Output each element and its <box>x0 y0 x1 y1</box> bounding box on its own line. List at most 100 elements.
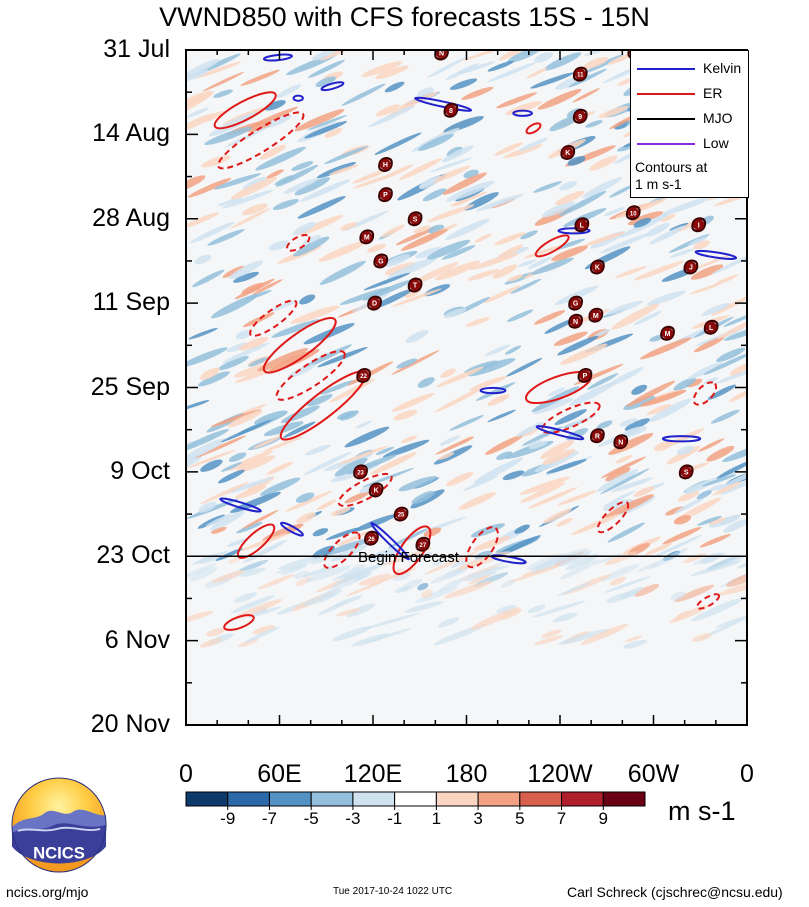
anomaly-streak <box>384 81 405 93</box>
colorbar-swatch <box>477 791 521 807</box>
storm-marker: P <box>378 187 393 203</box>
legend-item-kelvin: Kelvin <box>635 59 745 79</box>
anomaly-streak <box>211 570 245 583</box>
anomaly-streak <box>421 589 433 599</box>
anomaly-streak <box>609 576 626 586</box>
er-contour-positive <box>262 317 337 374</box>
anomaly-streak <box>646 290 686 306</box>
er-contour-positive <box>525 122 542 135</box>
anomaly-streak <box>572 88 600 103</box>
anomaly-streak <box>558 190 607 217</box>
anomaly-streak <box>417 87 434 98</box>
anomaly-streak <box>510 278 542 294</box>
storm-label: K <box>595 265 600 272</box>
anomaly-streak <box>296 512 316 524</box>
anomaly-streak <box>363 272 411 291</box>
anomaly-streak <box>444 218 491 241</box>
storm-swirl <box>367 295 382 311</box>
anomaly-streak <box>307 394 333 407</box>
storm-label: 25 <box>398 513 405 519</box>
anomaly-streak <box>676 445 695 455</box>
anomaly-streak <box>187 107 209 118</box>
anomaly-streak <box>266 169 284 179</box>
storm-marker: G <box>373 253 389 269</box>
anomaly-streak <box>336 608 361 617</box>
anomaly-streak <box>599 563 640 582</box>
anomaly-streak <box>476 193 524 212</box>
storm-marker: H <box>378 157 393 172</box>
colorbar-tick-label: -9 <box>220 809 236 828</box>
anomaly-streak <box>496 451 513 460</box>
storm-label: K <box>565 150 570 157</box>
storm-dot <box>627 207 639 219</box>
anomaly-streak <box>358 573 392 586</box>
anomaly-streak <box>706 445 735 462</box>
anomaly-streak <box>483 285 521 303</box>
storm-marker: N <box>434 50 449 61</box>
anomaly-streak <box>624 418 651 431</box>
anomaly-streak <box>569 382 615 406</box>
anomaly-streak <box>209 510 245 531</box>
anomaly-streak <box>597 469 639 492</box>
anomaly-streak <box>441 145 474 163</box>
storm-marker: N <box>568 313 583 329</box>
anomaly-streak <box>521 426 563 446</box>
anomaly-streak <box>235 329 253 340</box>
storm-dot <box>591 430 603 442</box>
anomaly-streak <box>213 89 233 98</box>
anomaly-streak <box>241 282 264 295</box>
anomaly-streak <box>239 559 269 572</box>
anomaly-streak <box>361 61 403 77</box>
footer-url: ncics.org/mjo <box>6 884 89 900</box>
colorbar-swatch <box>561 791 604 807</box>
storm-swirl <box>364 530 379 546</box>
anomaly-streak <box>329 378 376 403</box>
anomaly-streak <box>514 524 530 534</box>
anomaly-streak <box>205 513 232 527</box>
anomaly-streak <box>593 328 611 338</box>
anomaly-streak <box>186 611 214 624</box>
anomaly-streak <box>210 294 259 319</box>
anomaly-streak <box>716 347 746 362</box>
anomaly-streak <box>354 514 397 532</box>
anomaly-streak <box>257 574 295 590</box>
anomaly-streak <box>297 196 346 219</box>
anomaly-streak <box>673 377 696 391</box>
anomaly-streak <box>336 531 369 547</box>
anomaly-streak <box>692 633 712 642</box>
anomaly-streak <box>605 467 631 482</box>
legend-swatch-kelvin <box>637 68 695 70</box>
kelvin-contour <box>370 522 410 561</box>
anomaly-streak <box>368 105 415 128</box>
storm-swirl <box>560 145 576 160</box>
anomaly-streak <box>312 545 335 559</box>
storm-marker: S <box>407 211 423 227</box>
storm-dot <box>615 436 627 448</box>
anomaly-streak <box>355 420 373 429</box>
anomaly-streak <box>252 625 276 635</box>
x-tick-label: 60E <box>257 760 302 788</box>
storm-dot <box>680 466 692 478</box>
storm-label: L <box>709 325 714 332</box>
storm-swirl <box>588 307 604 323</box>
anomaly-streak <box>240 533 288 551</box>
anomaly-streak <box>715 614 747 629</box>
anomaly-streak <box>271 319 321 338</box>
anomaly-streak <box>230 176 278 200</box>
legend-label-low: Low <box>703 135 729 151</box>
anomaly-streak <box>687 362 723 380</box>
legend-label-mjo: MJO <box>703 110 733 126</box>
anomaly-streak <box>619 418 638 427</box>
legend-note-line2: 1 m s-1 <box>635 176 682 192</box>
storm-layer: N511F89KHPS10LIMGJKTDGMNLMP22RN23SK25262… <box>353 50 719 552</box>
anomaly-streak <box>294 109 345 132</box>
anomaly-streak <box>285 490 332 512</box>
anomaly-streak <box>611 303 660 330</box>
anomaly-streak <box>470 607 521 630</box>
anomaly-streak <box>554 409 587 426</box>
anomaly-streak <box>720 474 747 496</box>
anomaly-streak <box>717 317 747 339</box>
anomaly-streak <box>582 177 622 199</box>
anomaly-streak <box>404 601 444 613</box>
anomaly-streak <box>188 327 218 340</box>
